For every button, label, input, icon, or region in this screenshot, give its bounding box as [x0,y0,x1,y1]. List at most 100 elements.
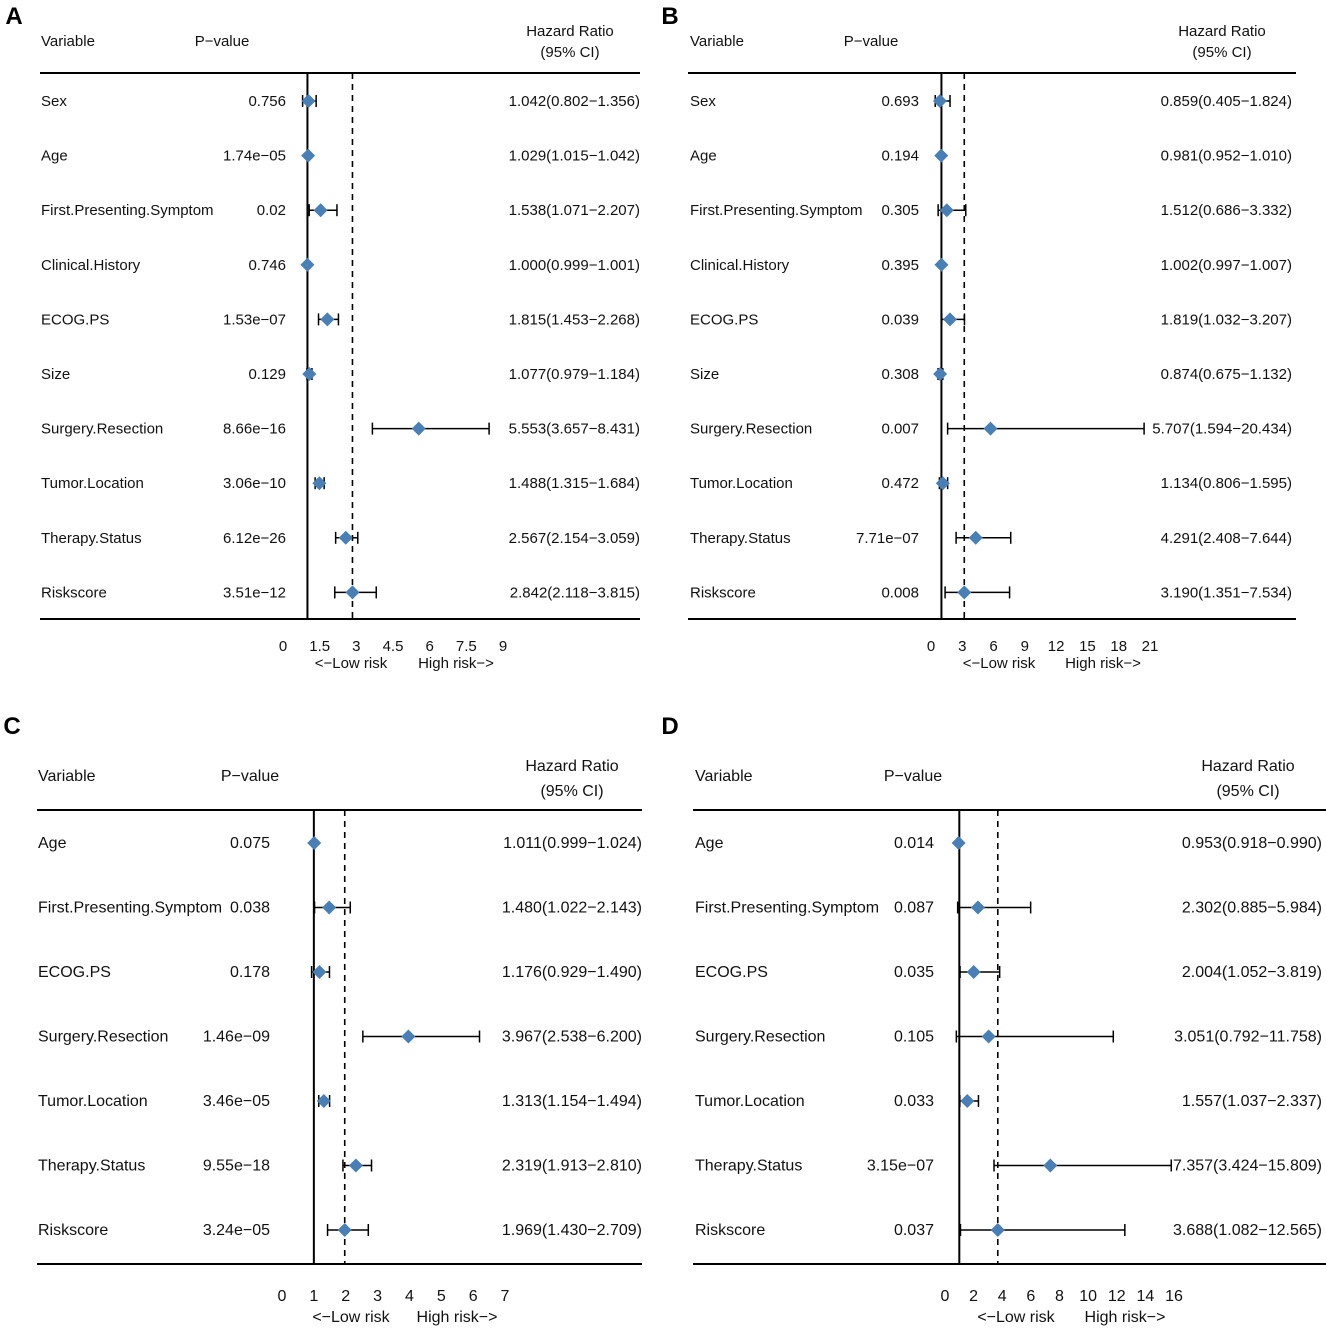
x-tick-label: 3 [958,638,966,655]
x-tick-label: 3 [373,1288,382,1305]
hr-point [312,965,327,979]
row-hr-text: 1.042(0.802−1.356) [509,93,640,110]
x-tick-label: 16 [1165,1288,1183,1305]
hr-point [951,836,966,850]
row-hr-text: 1.819(1.032−3.207) [1161,311,1292,328]
header-ci: (95% CI) [540,783,603,800]
row-pvalue: 0.756 [248,93,286,110]
row-hr-text: 1.077(0.979−1.184) [509,366,640,383]
hr-point [322,900,337,915]
hr-point [313,203,328,218]
row-hr-text: 2.302(0.885−5.984) [1182,900,1322,917]
low-risk-label: <−Low risk [315,655,388,672]
high-risk-label: High risk−> [1085,1309,1166,1326]
x-tick-label: 3 [352,638,360,655]
row-pvalue: 9.55e−18 [203,1158,270,1175]
header-variable: Variable [38,768,96,785]
row-hr-text: 1.176(0.929−1.490) [502,964,642,981]
row-hr-text: 2.567(2.154−3.059) [509,530,640,547]
row-pvalue: 0.129 [248,366,286,383]
x-tick-label: 12 [1108,1288,1126,1305]
row-hr-text: 5.553(3.657−8.431) [509,421,640,438]
row-variable: Therapy.Status [41,530,142,547]
row-pvalue: 0.02 [257,202,286,219]
row-pvalue: 0.472 [881,475,919,492]
row-variable: ECOG.PS [690,311,758,328]
row-variable: ECOG.PS [695,964,768,981]
row-pvalue: 3.06e−10 [223,475,286,492]
row-pvalue: 0.008 [881,584,919,601]
x-tick-label: 4 [998,1288,1007,1305]
header-pvalue: P−value [884,768,942,785]
hr-point [934,257,949,272]
row-hr-text: 1.134(0.806−1.595) [1161,475,1292,492]
row-variable: ECOG.PS [41,311,109,328]
row-pvalue: 3.46e−05 [203,1093,270,1110]
x-tick-label: 2 [969,1288,978,1305]
row-variable: Riskscore [38,1222,108,1239]
x-tick-label: 0 [927,638,935,655]
row-hr-text: 1.480(1.022−2.143) [502,900,642,917]
x-tick-label: 18 [1110,638,1127,655]
hr-point [933,367,948,381]
row-variable: First.Presenting.Symptom [695,900,879,917]
hr-point [337,1223,352,1237]
hr-point [968,530,983,545]
row-pvalue: 0.087 [894,900,934,917]
hr-point [316,1094,331,1108]
hr-point [307,836,322,850]
row-hr-text: 7.357(3.424−15.809) [1173,1158,1322,1175]
x-tick-label: 15 [1079,638,1096,655]
row-pvalue: 0.194 [881,148,919,165]
hr-point [411,421,426,436]
header-variable: Variable [690,33,744,50]
row-hr-text: 3.051(0.792−11.758) [1174,1029,1322,1046]
header-hazard-ratio: Hazard Ratio [1201,758,1294,775]
hr-point [338,530,353,545]
x-tick-label: 7 [501,1288,510,1305]
row-pvalue: 3.24e−05 [203,1222,270,1239]
row-variable: Therapy.Status [690,530,791,547]
row-variable: Surgery.Resection [38,1029,168,1046]
row-pvalue: 0.037 [894,1222,934,1239]
row-hr-text: 1.002(0.997−1.007) [1161,257,1292,274]
row-pvalue: 0.178 [230,964,270,981]
row-hr-text: 1.557(1.037−2.337) [1182,1093,1322,1110]
row-hr-text: 1.000(0.999−1.001) [509,257,640,274]
header-ci: (95% CI) [1192,44,1251,61]
hr-point [970,900,985,915]
row-variable: Therapy.Status [38,1158,145,1175]
x-tick-label: 5 [437,1288,446,1305]
row-hr-text: 3.190(1.351−7.534) [1161,584,1292,601]
row-pvalue: 0.033 [894,1093,934,1110]
hr-point [320,312,335,327]
x-tick-label: 0 [278,1288,287,1305]
x-tick-label: 1 [309,1288,318,1305]
low-risk-label: <−Low risk [977,1309,1055,1326]
row-variable: Tumor.Location [41,475,144,492]
hr-point [301,148,316,163]
row-pvalue: 0.693 [881,93,919,110]
row-hr-text: 1.512(0.686−3.332) [1161,202,1292,219]
x-tick-label: 4 [405,1288,414,1305]
hr-point [942,312,957,327]
low-risk-label: <−Low risk [963,655,1036,672]
hr-point [301,94,316,108]
x-tick-label: 7.5 [456,638,477,655]
row-variable: Age [41,148,68,165]
row-pvalue: 0.038 [230,900,270,917]
row-variable: Riskscore [41,584,107,601]
hr-point [1043,1158,1058,1173]
row-pvalue: 0.746 [248,257,286,274]
row-variable: Size [41,366,70,383]
header-hazard-ratio: Hazard Ratio [526,23,614,40]
hr-point [990,1223,1005,1237]
row-hr-text: 1.029(1.015−1.042) [509,148,640,165]
row-pvalue: 1.74e−05 [223,148,286,165]
row-variable: Surgery.Resection [41,421,163,438]
row-pvalue: 0.075 [230,835,270,852]
panel-label: D [661,713,678,740]
hr-point [345,585,360,600]
row-variable: Surgery.Resection [695,1029,825,1046]
